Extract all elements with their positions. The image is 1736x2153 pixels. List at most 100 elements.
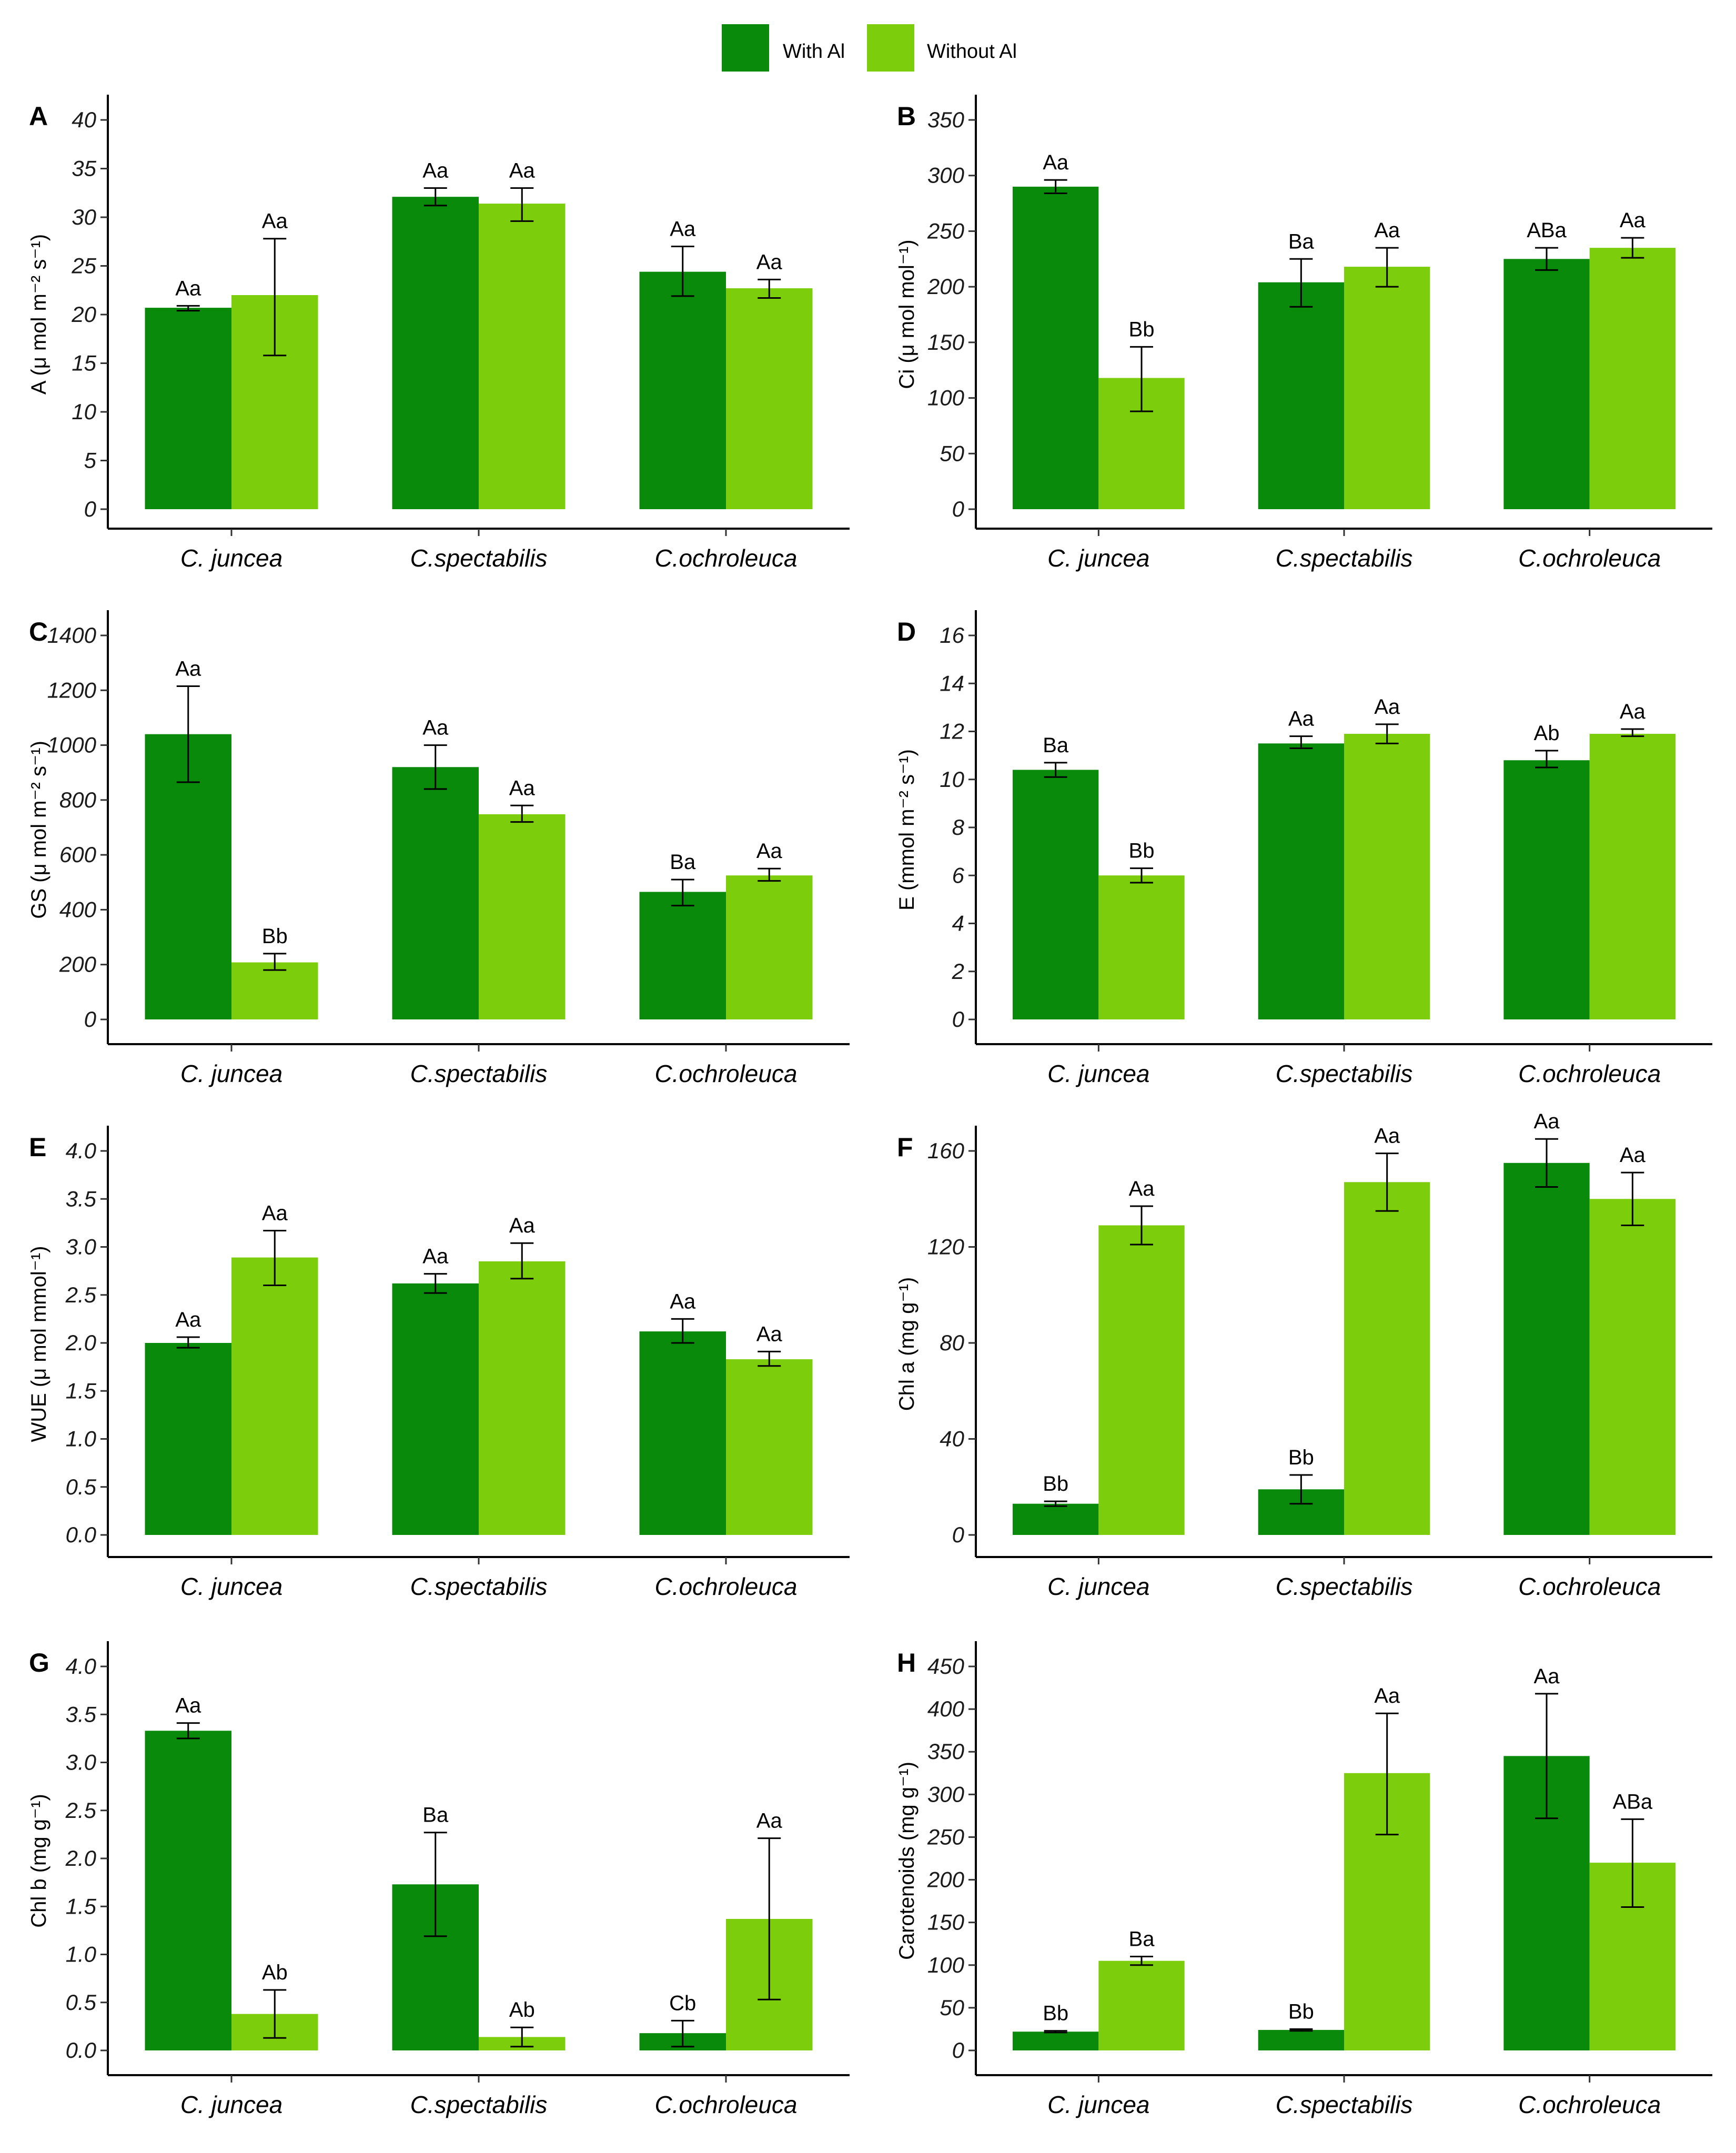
y-tick-label: 800 <box>59 787 97 812</box>
significance-label: Aa <box>1374 1684 1400 1707</box>
y-tick-label: 2.5 <box>65 1798 97 1823</box>
bar-without-al <box>231 1257 318 1535</box>
y-tick-label: 3.0 <box>66 1235 97 1259</box>
bar-with-al <box>1013 1503 1099 1535</box>
panel-F: F 0 40 80 120 160 Chl a (mg g⁻¹) C. juncea Bb Aa C… <box>895 1110 1712 1600</box>
significance-label: Ab <box>509 1998 535 2021</box>
y-tick-label: 10 <box>940 767 964 792</box>
bar-without-al <box>1344 734 1430 1019</box>
significance-label: Bb <box>1288 2000 1314 2023</box>
y-tick-label: 100 <box>927 386 965 410</box>
significance-label: Aa <box>756 1322 783 1346</box>
y-tick-label: 35 <box>72 156 96 181</box>
x-tick-label: C.ochroleuca <box>654 1060 797 1087</box>
significance-label: Ba <box>1043 734 1069 757</box>
significance-label: Aa <box>1620 1144 1646 1167</box>
significance-label: Bb <box>1129 318 1155 341</box>
bar-with-al <box>1503 760 1590 1019</box>
bar-without-al <box>479 1261 566 1535</box>
y-tick-label: 160 <box>927 1138 965 1163</box>
y-tick-label: 25 <box>71 254 96 278</box>
y-tick-label: 300 <box>927 1782 965 1806</box>
y-tick-label: 0.0 <box>66 2038 97 2063</box>
significance-label: Aa <box>422 159 449 183</box>
y-tick-label: 150 <box>927 1910 965 1935</box>
x-tick-label: C. juncea <box>180 1060 282 1087</box>
bar-with-al <box>639 1331 726 1535</box>
y-axis-title: Chl a (mg g⁻¹) <box>895 1277 919 1411</box>
panel-D: D 0 2 4 6 8 10 12 14 16 E (mmol m⁻² s⁻¹) C. juncea B… <box>895 610 1712 1087</box>
x-tick-label: C.spectabilis <box>410 1573 548 1600</box>
y-tick-label: 400 <box>59 897 97 922</box>
significance-label: Aa <box>756 840 783 863</box>
y-tick-label: 1.5 <box>66 1378 97 1403</box>
y-tick-label: 50 <box>940 441 964 466</box>
significance-label: Aa <box>262 210 288 233</box>
significance-label: Aa <box>670 218 696 241</box>
y-tick-label: 4.0 <box>66 1138 97 1163</box>
y-tick-label: 0.0 <box>66 1522 97 1547</box>
x-tick-label: C.spectabilis <box>1276 1573 1413 1600</box>
y-tick-label: 80 <box>940 1330 964 1355</box>
bar-with-al <box>1258 743 1344 1019</box>
y-tick-label: 250 <box>927 1824 965 1849</box>
y-tick-label: 8 <box>952 815 965 840</box>
y-tick-label: 1200 <box>47 678 97 702</box>
significance-label: Aa <box>175 1694 201 1717</box>
bar-without-al <box>726 1359 813 1535</box>
significance-label: ABa <box>1527 219 1567 242</box>
y-tick-label: 20 <box>71 302 96 327</box>
y-tick-label: 3.5 <box>66 1702 97 1726</box>
y-axis-title: WUE (μ mol mmol⁻¹) <box>27 1246 51 1442</box>
bar-with-al <box>639 271 726 509</box>
bar-with-al <box>1258 2030 1344 2050</box>
x-tick-label: C.ochroleuca <box>1518 1573 1661 1600</box>
panel-letter: A <box>29 102 48 131</box>
x-tick-label: C. juncea <box>180 544 282 572</box>
bar-with-al <box>145 1343 231 1535</box>
y-tick-label: 300 <box>927 163 965 188</box>
significance-label: Aa <box>1534 1110 1560 1133</box>
y-axis-title: Ci (μ mol mol⁻¹) <box>895 239 919 389</box>
y-tick-label: 0 <box>952 497 965 521</box>
y-tick-label: 1000 <box>47 733 97 757</box>
bar-with-al <box>639 892 726 1019</box>
significance-label: Ba <box>670 851 696 874</box>
bar-without-al <box>479 814 566 1019</box>
bar-without-al <box>1589 734 1676 1019</box>
significance-label: Aa <box>1374 695 1400 719</box>
legend-swatch-without-al <box>867 24 914 72</box>
bar-without-al <box>726 288 813 509</box>
y-tick-label: 0 <box>952 1007 965 1032</box>
significance-label: Aa <box>175 1308 201 1331</box>
y-tick-label: 1.0 <box>66 1427 97 1451</box>
panel-letter: D <box>897 617 916 646</box>
significance-label: Aa <box>1129 1177 1155 1200</box>
y-tick-label: 400 <box>927 1696 965 1721</box>
significance-label: Aa <box>1043 151 1069 174</box>
x-tick-label: C. juncea <box>1047 1573 1149 1600</box>
y-tick-label: 40 <box>940 1427 964 1451</box>
bar-with-al <box>392 767 479 1019</box>
x-tick-label: C.ochroleuca <box>654 2091 797 2118</box>
x-tick-label: C.ochroleuca <box>654 544 797 572</box>
y-tick-label: 200 <box>927 274 965 299</box>
bar-with-al <box>1013 770 1099 1019</box>
x-tick-label: C.spectabilis <box>1276 544 1413 572</box>
bar-with-al <box>1503 1163 1590 1535</box>
y-tick-label: 150 <box>927 330 965 355</box>
significance-label: Ba <box>1129 1928 1155 1951</box>
y-tick-label: 5 <box>84 448 97 473</box>
x-tick-label: C. juncea <box>180 1573 282 1600</box>
y-tick-label: 100 <box>927 1953 965 1977</box>
x-tick-label: C. juncea <box>180 2091 282 2118</box>
bar-with-al <box>1013 186 1099 509</box>
significance-label: Aa <box>1620 209 1646 232</box>
y-tick-label: 600 <box>59 842 97 867</box>
bar-without-al <box>1098 875 1185 1019</box>
significance-label: Aa <box>509 159 536 183</box>
significance-label: Cb <box>669 1992 696 2015</box>
panel-C: C 0 200 400 600 800 1000 1200 1400 GS (μ mol m⁻² … <box>27 610 850 1087</box>
